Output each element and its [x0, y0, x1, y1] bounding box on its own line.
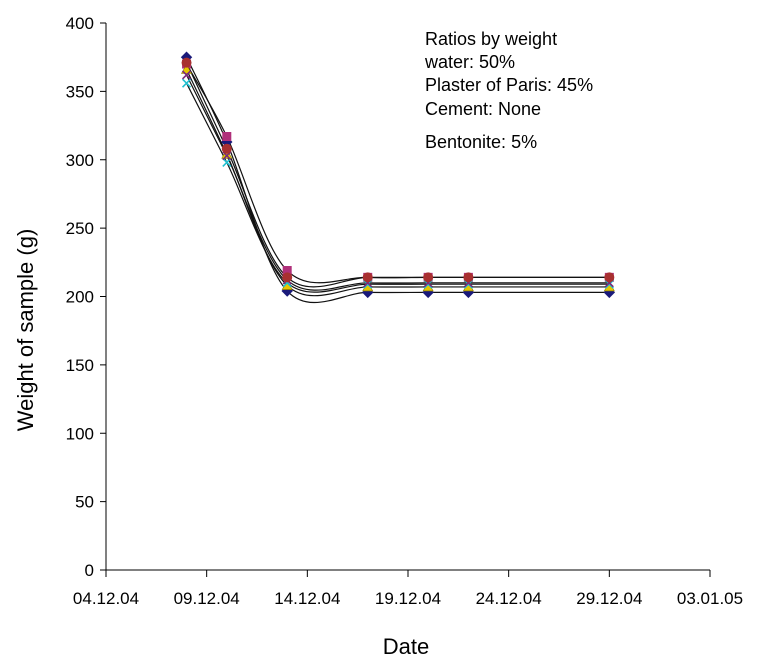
x-tick-label: 03.01.05 — [677, 589, 743, 608]
data-point-circle — [181, 57, 192, 68]
y-tick-label: 250 — [66, 219, 94, 238]
data-point-circle — [282, 272, 293, 283]
markers-layer — [180, 51, 616, 299]
series-line — [185, 69, 610, 297]
annotation-line: Plaster of Paris: 45% — [425, 75, 593, 95]
annotation-line: Cement: None — [425, 99, 541, 119]
x-tick-label: 24.12.04 — [476, 589, 542, 608]
x-tick-label: 19.12.04 — [375, 589, 441, 608]
series-line — [185, 62, 610, 288]
y-tick-label: 400 — [66, 14, 94, 33]
axes: 0 50 100 150 200 250 300 350 400 04.12.04 09.12.04… — [66, 14, 743, 608]
y-tick-label: 100 — [66, 424, 94, 443]
x-tick-label: 04.12.04 — [73, 589, 139, 608]
data-point-x — [222, 157, 232, 168]
annotation-box: Ratios by weight water: 50% Plaster of P… — [424, 29, 593, 152]
data-point-triangle — [181, 63, 193, 74]
y-tick-label: 50 — [75, 493, 94, 512]
series-line — [185, 82, 610, 293]
series-line — [186, 63, 610, 284]
series-line — [185, 74, 610, 291]
y-tick-label: 150 — [66, 356, 94, 375]
data-point-circle — [463, 272, 474, 283]
data-point-x — [181, 78, 192, 88]
annotation-line: Ratios by weight — [425, 29, 557, 49]
data-point-x — [181, 70, 192, 80]
y-tick-label: 0 — [85, 561, 94, 580]
data-point-square — [222, 132, 232, 142]
data-point-circle — [604, 272, 615, 283]
y-axis-title: Weight of sample (g) — [13, 229, 38, 432]
data-point-circle — [362, 272, 373, 283]
annotation-line: Bentonite: 5% — [425, 132, 537, 152]
annotation-line: water: 50% — [424, 52, 515, 72]
data-point-circle — [423, 272, 434, 283]
x-tick-label: 14.12.04 — [274, 589, 340, 608]
y-tick-label: 300 — [66, 151, 94, 170]
x-tick-label: 29.12.04 — [576, 589, 642, 608]
x-axis-title: Date — [383, 634, 429, 657]
y-tick-label: 200 — [66, 288, 94, 307]
y-tick-label: 350 — [66, 82, 94, 101]
data-point-circle — [221, 143, 232, 154]
x-tick-label: 09.12.04 — [174, 589, 240, 608]
